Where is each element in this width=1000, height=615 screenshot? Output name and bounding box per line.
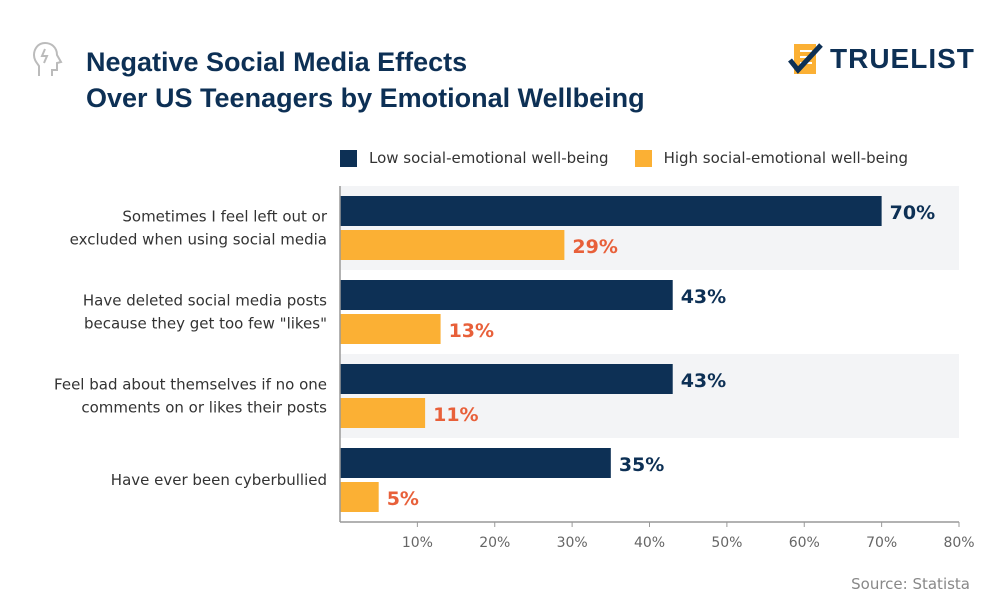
checklist-icon (788, 43, 823, 74)
bar-low (340, 196, 882, 226)
bar-low (340, 364, 673, 394)
category-label: comments on or likes their posts (81, 399, 327, 417)
bar-high (340, 398, 426, 428)
x-tick-label: 30% (557, 535, 588, 551)
x-tick-label: 40% (634, 535, 665, 551)
data-label: 43% (681, 286, 726, 308)
data-label: 35% (619, 454, 664, 476)
truelist-logo: TRUELIST (788, 42, 975, 76)
legend-item-low: Low social-emotional well-being (340, 149, 609, 167)
bar-high (340, 482, 379, 512)
category-label: Have ever been cyberbullied (111, 471, 327, 489)
x-tick-label: 10% (402, 535, 433, 551)
source-note: Source: Statista (851, 575, 970, 593)
category-label: Sometimes I feel left out or (122, 208, 327, 226)
legend-label-high: High social-emotional well-being (663, 149, 909, 167)
x-tick-label: 80% (943, 535, 974, 551)
category-label: Feel bad about themselves if no one (54, 376, 327, 394)
category-label: because they get too few "likes" (84, 315, 327, 333)
x-tick-label: 70% (866, 535, 897, 551)
data-label: 11% (433, 404, 478, 426)
x-tick-label: 50% (711, 535, 742, 551)
category-label: excluded when using social media (70, 231, 327, 249)
title-line-1: Negative Social Media Effects (86, 47, 468, 77)
head-brain-icon (32, 41, 63, 76)
bar-high (340, 230, 565, 260)
x-tick-label: 20% (479, 535, 510, 551)
category-label: Have deleted social media posts (83, 292, 327, 310)
bar-low (340, 448, 611, 478)
title-line-2: Over US Teenagers by Emotional Wellbeing (86, 83, 645, 113)
data-label: 70% (890, 202, 935, 224)
chart-title: Negative Social Media Effects Over US Te… (86, 44, 645, 116)
x-tick-label: 60% (789, 535, 820, 551)
legend-item-high: High social-emotional well-being (634, 149, 909, 167)
data-label: 29% (572, 236, 617, 258)
bar-low (340, 280, 673, 310)
data-label: 13% (449, 320, 494, 342)
legend-label-low: Low social-emotional well-being (369, 149, 609, 167)
legend-swatch-low (340, 149, 357, 167)
data-label: 43% (681, 370, 726, 392)
bar-high (340, 314, 441, 344)
data-label: 5% (387, 488, 419, 510)
legend-swatch-high (634, 149, 652, 167)
legend: Low social-emotional well-being High soc… (340, 149, 908, 167)
logo-text: TRUELIST (830, 43, 975, 74)
